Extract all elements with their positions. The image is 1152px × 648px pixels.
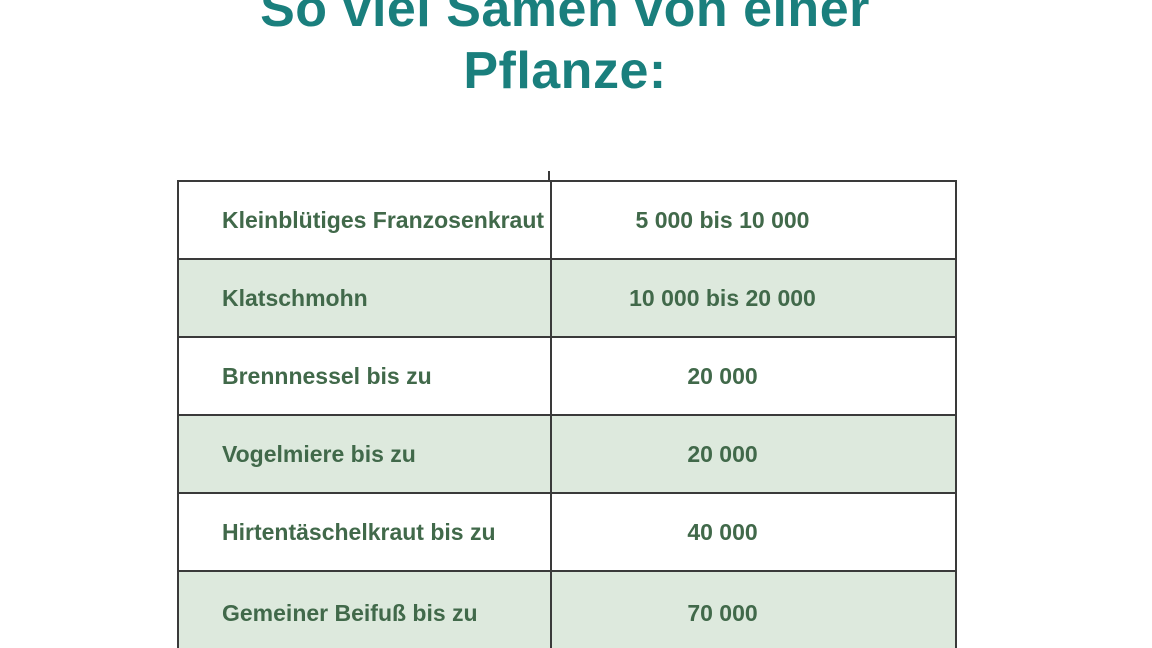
slide-title: So viel Samen von einer Pflanze: [0,0,1141,102]
seed-count-cell: 70 000 [550,570,957,648]
plant-name-cell: Gemeiner Beifuß bis zu [177,570,552,648]
seed-count-cell: 20 000 [550,336,957,416]
plant-name-cell: Hirtentäschelkraut bis zu [177,492,552,572]
table-row: Gemeiner Beifuß bis zu 70 000 [177,570,957,648]
slide-title-line-2: Pflanze: [463,42,667,100]
table-divider-tick [548,171,550,180]
table-row: Hirtentäschelkraut bis zu 40 000 [177,492,957,572]
plant-name-cell: Vogelmiere bis zu [177,414,552,494]
table-row: Klatschmohn 10 000 bis 20 000 [177,258,957,338]
seed-count-cell: 10 000 bis 20 000 [550,258,957,338]
plant-name-cell: Kleinblütiges Franzosenkraut [177,180,552,260]
table-row: Kleinblütiges Franzosenkraut 5 000 bis 1… [177,180,957,260]
seed-count-table: Kleinblütiges Franzosenkraut 5 000 bis 1… [177,180,957,648]
table-row: Brennnessel bis zu 20 000 [177,336,957,416]
seed-count-cell: 40 000 [550,492,957,572]
slide-title-line-1: So viel Samen von einer [260,0,870,38]
seed-count-cell: 5 000 bis 10 000 [550,180,957,260]
table-row: Vogelmiere bis zu 20 000 [177,414,957,494]
plant-name-cell: Klatschmohn [177,258,552,338]
seed-count-cell: 20 000 [550,414,957,494]
plant-name-cell: Brennnessel bis zu [177,336,552,416]
